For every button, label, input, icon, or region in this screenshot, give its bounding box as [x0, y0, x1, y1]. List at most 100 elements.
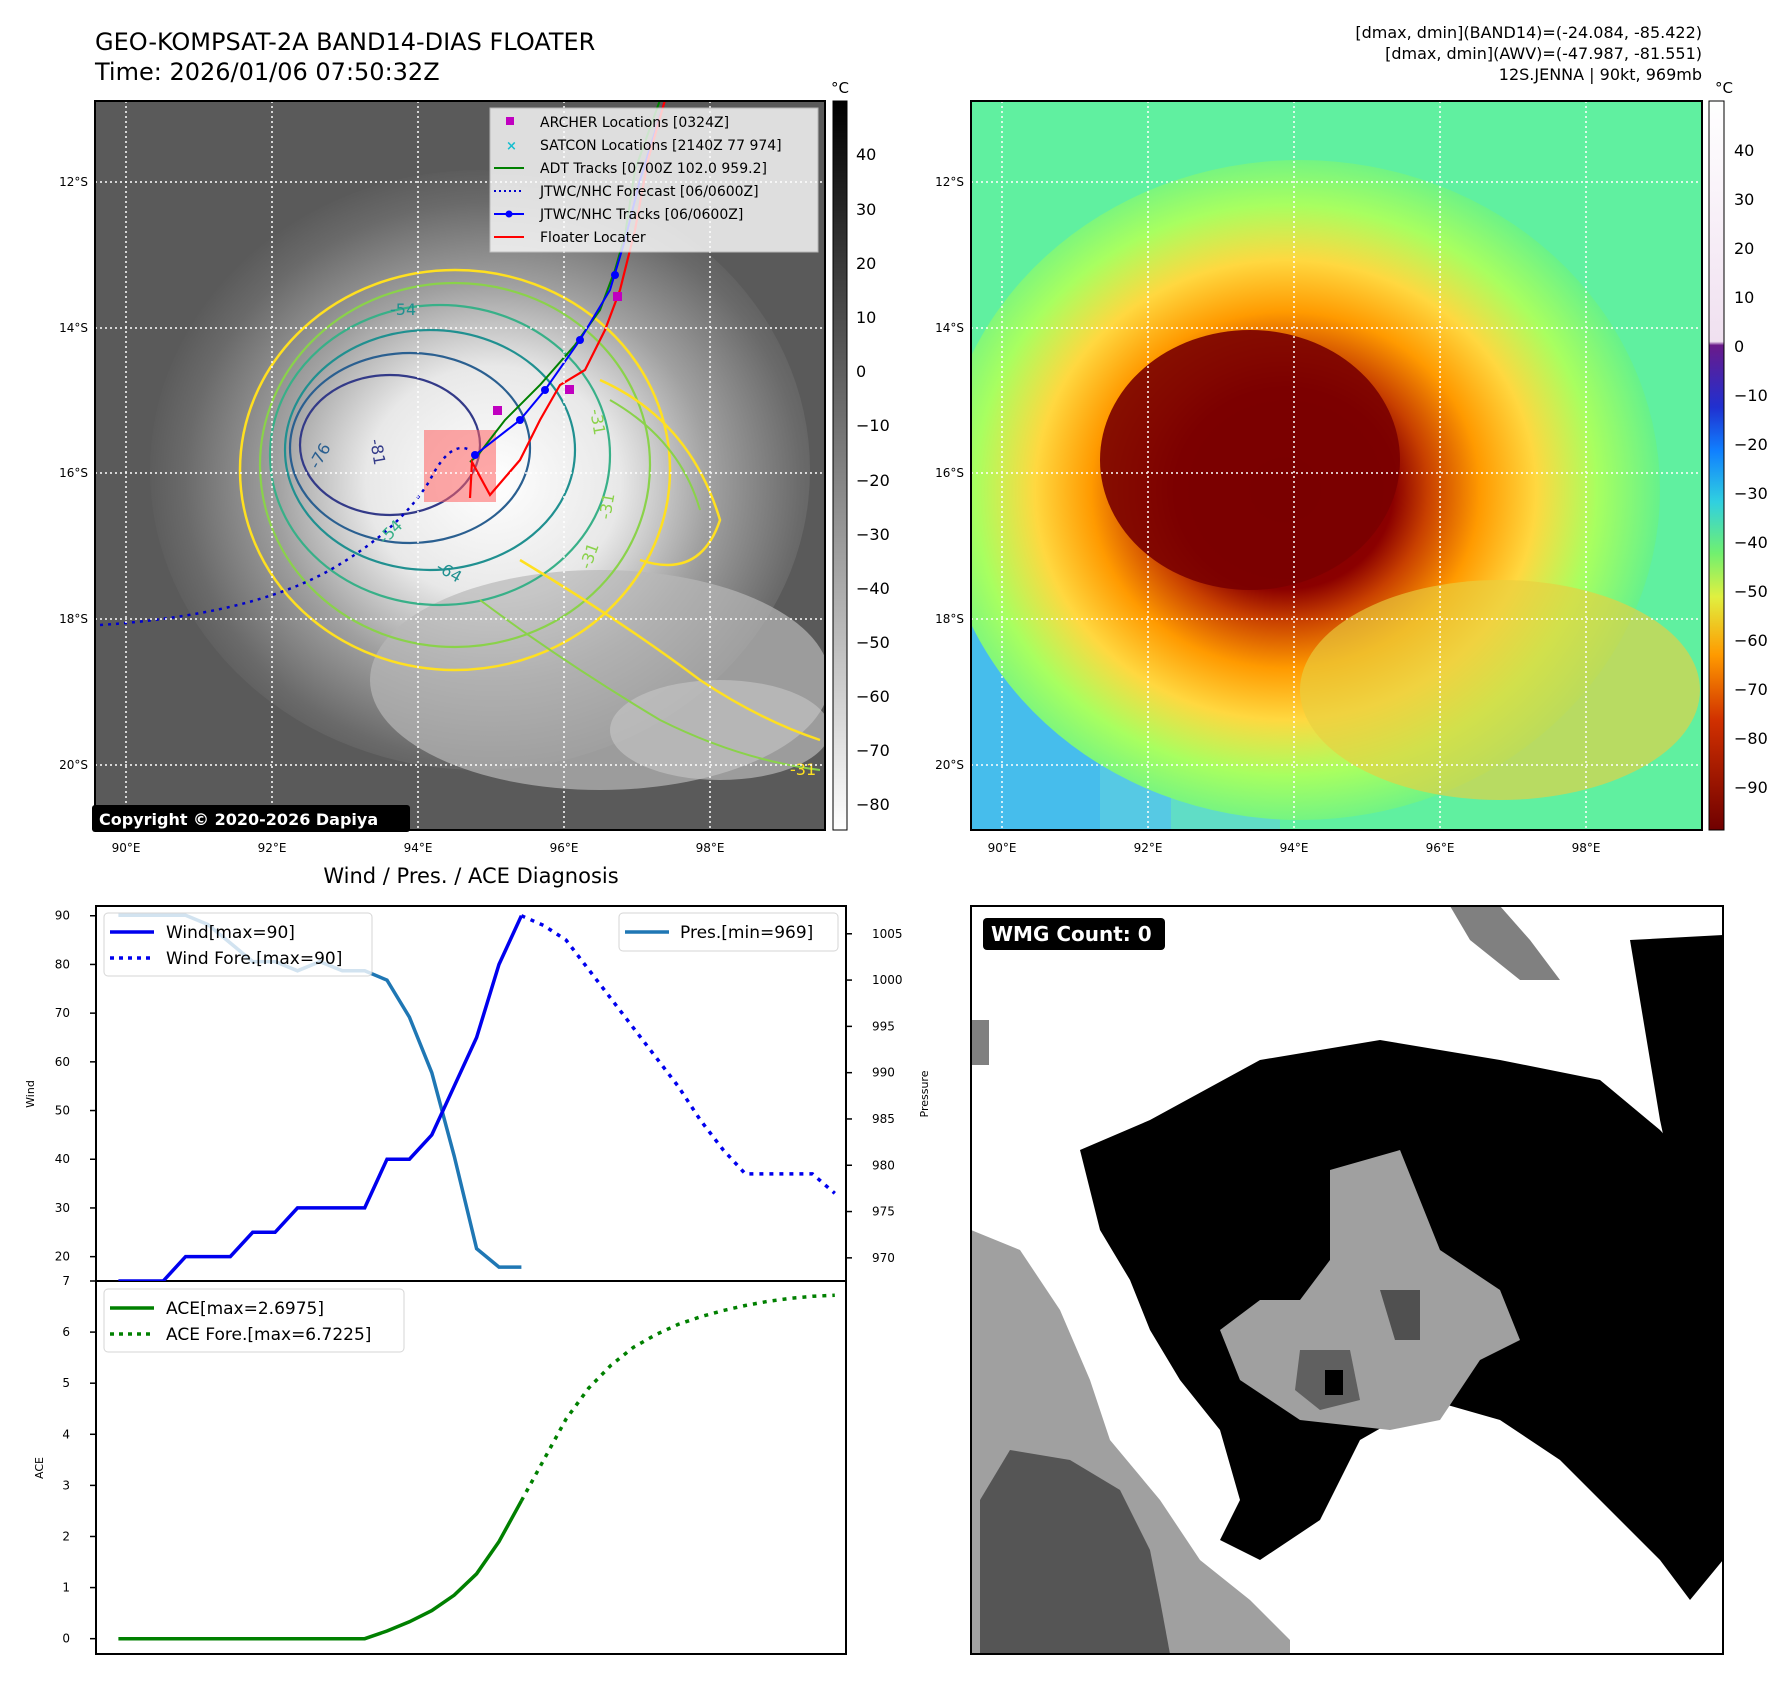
- title-line-2: Time: 2026/01/06 07:50:32Z: [94, 58, 440, 86]
- pressure-tick-label: 995: [872, 1019, 895, 1033]
- colorbar-tick: −10: [1734, 386, 1768, 405]
- wmg-count-label: WMG Count: 0: [991, 922, 1152, 946]
- pressure-tick-label: 975: [872, 1205, 895, 1219]
- wmg-panel: WMG Count: 0: [970, 905, 1724, 1655]
- y-tick-label: 20°S: [59, 758, 88, 772]
- colorbar-tick: −60: [1734, 631, 1768, 650]
- colorbar-tick: 20: [856, 254, 876, 273]
- wind-tick-label: 80: [55, 957, 70, 971]
- colorbar-tick: 0: [856, 362, 866, 381]
- x-tick-label: 98°E: [696, 841, 725, 855]
- info-line-2: [dmax, dmin](AWV)=(-47.987, -81.551): [1385, 44, 1702, 63]
- colorbar-tick: 40: [1734, 141, 1754, 160]
- y-tick-label: 14°S: [59, 321, 88, 335]
- colorbar-tick: −20: [1734, 435, 1768, 454]
- colorbar-gray: °C 40 30 20 10 0 −10 −20 −30 −40 −50 −60…: [831, 79, 890, 831]
- legend-floater: Floater Locater: [540, 230, 646, 246]
- colorbar-tick: 10: [856, 308, 876, 327]
- wind-ticks: 20 30 40 50 60 70 80 90: [55, 909, 96, 1264]
- bottom-panel-lines: [118, 1293, 835, 1641]
- pressure-tick-label: 1005: [872, 927, 903, 941]
- wind-legend: Wind[max=90] Wind Fore.[max=90]: [103, 912, 373, 977]
- wind-tick-label: 90: [55, 909, 70, 923]
- ace-tick-label: 2: [62, 1530, 70, 1544]
- map1-x-ticks: 90°E 92°E 94°E 96°E 98°E: [112, 841, 725, 855]
- wind-line: [118, 914, 523, 1281]
- colorbar-tick: 20: [1734, 239, 1754, 258]
- colorbar-tick: −10: [856, 416, 890, 435]
- y-tick-label: 20°S: [935, 758, 964, 772]
- x-tick-label: 98°E: [1572, 841, 1601, 855]
- colorbar-tick: −80: [1734, 729, 1768, 748]
- colorbar-tick: −50: [1734, 582, 1768, 601]
- y-tick-label: 18°S: [935, 612, 964, 626]
- colorbar-tick: −60: [856, 687, 890, 706]
- colorbar-tick: 10: [1734, 288, 1754, 307]
- ace-legend: ACE[max=2.6975] ACE Fore.[max=6.7225]: [103, 1288, 405, 1353]
- wind-tick-label: 60: [55, 1055, 70, 1069]
- colorbar-tick: −40: [856, 579, 890, 598]
- y-tick-label: 14°S: [935, 321, 964, 335]
- wind-tick-label: 50: [55, 1104, 70, 1118]
- colorbar-tick: 40: [856, 145, 876, 164]
- x-tick-label: 92°E: [258, 841, 287, 855]
- pressure-tick-label: 990: [872, 1066, 895, 1080]
- title-line-1: GEO-KOMPSAT-2A BAND14-DIAS FLOATER: [95, 28, 595, 56]
- contour-label: -31: [586, 407, 609, 436]
- y-tick-label: 12°S: [935, 175, 964, 189]
- map1-y-ticks: 12°S 14°S 16°S 18°S 20°S: [59, 175, 88, 772]
- y-tick-label: 16°S: [935, 466, 964, 480]
- legend-jtwc-forecast: JTWC/NHC Forecast [06/0600Z]: [539, 184, 759, 200]
- ace-ticks: 0 1 2 3 4 5 6 7: [62, 1274, 96, 1646]
- y-tick-label: 12°S: [59, 175, 88, 189]
- pressure-tick-label: 1000: [872, 973, 903, 987]
- x-tick-label: 96°E: [1426, 841, 1455, 855]
- chart-title: Wind / Pres. / ACE Diagnosis: [323, 864, 618, 888]
- contour-label: -31: [790, 760, 816, 779]
- colorbar-tick: −40: [1734, 533, 1768, 552]
- ace-fore-legend-label: ACE Fore.[max=6.7225]: [166, 1325, 371, 1345]
- pressure-ticks: 970 975 980 985 990 995 1000 1005: [846, 927, 903, 1265]
- ace-tick-label: 7: [62, 1274, 70, 1288]
- legend-archer: ARCHER Locations [0324Z]: [540, 115, 729, 131]
- colorbar-tick: 30: [856, 200, 876, 219]
- x-tick-label: 90°E: [988, 841, 1017, 855]
- wind-tick-label: 40: [55, 1152, 70, 1166]
- contour-label: -81: [366, 437, 389, 466]
- ace-axis-label: ACE: [33, 1457, 46, 1479]
- colorbar-tick: −90: [1734, 778, 1768, 797]
- info-line-1: [dmax, dmin](BAND14)=(-24.084, -85.422): [1355, 23, 1702, 42]
- colorbar-tick: 30: [1734, 190, 1754, 209]
- colorbar-tick: −30: [1734, 484, 1768, 503]
- pressure-tick-label: 980: [872, 1158, 895, 1172]
- contour-label: -54: [390, 300, 416, 319]
- x-tick-label: 94°E: [1280, 841, 1309, 855]
- ace-tick-label: 1: [62, 1581, 70, 1595]
- ace-forecast-line: [519, 1293, 835, 1502]
- pressure-tick-label: 970: [872, 1251, 895, 1265]
- wind-legend-label: Wind[max=90]: [166, 923, 295, 943]
- y-tick-label: 18°S: [59, 612, 88, 626]
- y-tick-label: 16°S: [59, 466, 88, 480]
- legend-adt: ADT Tracks [0700Z 102.0 959.2]: [540, 161, 767, 177]
- colorbar-tick: −30: [856, 525, 890, 544]
- x-tick-label: 96°E: [550, 841, 579, 855]
- map2-y-ticks: 12°S 14°S 16°S 18°S 20°S: [935, 175, 964, 772]
- colorbar-tick: 0: [1734, 337, 1744, 356]
- pressure-axis-label: Pressure: [918, 1070, 931, 1117]
- colorbar-tick: −80: [856, 795, 890, 814]
- ir-gray-map: -54 -76 -81 -54 -64 -31 -31 -31 -31 ×: [92, 100, 826, 832]
- ir-color-map: [970, 100, 1703, 831]
- ace-tick-label: 3: [62, 1478, 70, 1492]
- x-tick-label: 90°E: [112, 841, 141, 855]
- ace-tick-label: 0: [62, 1632, 70, 1646]
- svg-text:×: ×: [506, 139, 517, 154]
- wind-tick-label: 20: [55, 1250, 70, 1264]
- wind-axis-label: Wind: [24, 1080, 37, 1108]
- map-legend: × ARCHER Locations [0324Z] SATCON Locati…: [489, 107, 819, 253]
- colorbar-color: °C 40 30 20 10 0 −10 −20 −30 −40 −50 −60…: [1708, 79, 1768, 831]
- ace-tick-label: 6: [62, 1325, 70, 1339]
- legend-jtwc-tracks: JTWC/NHC Tracks [06/0600Z]: [539, 207, 743, 223]
- x-tick-label: 92°E: [1134, 841, 1163, 855]
- copyright-text: Copyright © 2020-2026 Dapiya: [99, 810, 378, 829]
